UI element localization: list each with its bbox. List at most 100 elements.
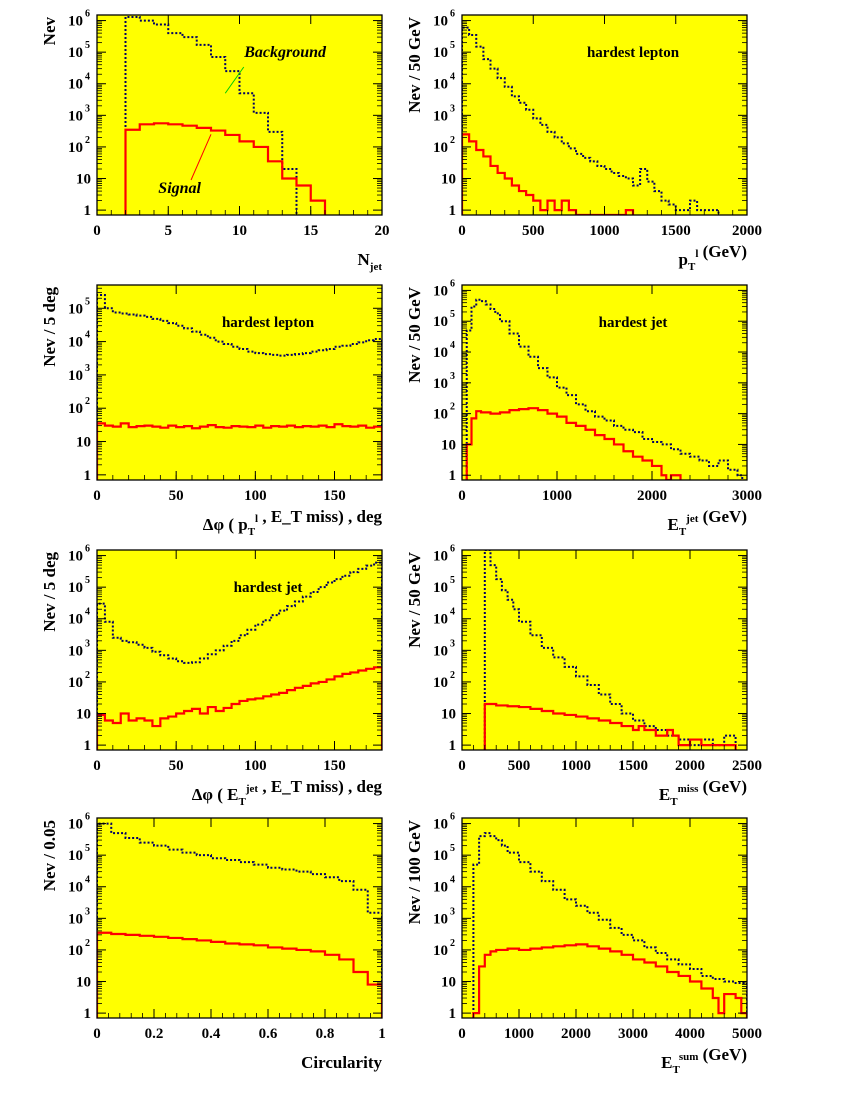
- x-axis-label: ETsum (GeV): [661, 1045, 747, 1076]
- y-tick-label: 10: [68, 943, 83, 959]
- panel-title: hardest jet: [599, 315, 668, 331]
- x-tick-label: 0: [93, 488, 101, 504]
- x-axis-label-xlabel-sub: T: [248, 526, 256, 538]
- x-tick-label: 0: [93, 223, 101, 239]
- plot-area: [97, 15, 382, 215]
- y-tick-exponent: 6: [450, 9, 455, 20]
- x-axis-label: ETjet (GeV): [667, 507, 747, 538]
- y-tick-label: 10: [68, 14, 83, 30]
- x-tick-label: 4000: [675, 1026, 705, 1042]
- y-tick-label: 10: [68, 675, 83, 691]
- y-tick-label: 10: [433, 675, 448, 691]
- x-axis-label-xlabel-sup: l: [695, 248, 698, 260]
- series-group: [472, 832, 747, 1018]
- y-tick-label: 10: [76, 435, 91, 451]
- x-axis-label-xlabel-sup: jet: [245, 783, 259, 795]
- y-tick-label: 10: [68, 848, 83, 864]
- x-tick-label: 0: [458, 1026, 466, 1042]
- series-signal-dphi_jet: [97, 666, 382, 750]
- x-axis-label-xlabel-sub: T: [239, 796, 247, 808]
- y-tick-exponent: 5: [450, 309, 455, 320]
- y-tick-exponent: 4: [450, 875, 455, 886]
- y-tick-exponent: 2: [85, 938, 90, 949]
- x-axis-label-xlabel-sup: miss: [678, 783, 700, 795]
- x-tick-label: 2500: [732, 758, 762, 774]
- y-tick-label: 10: [68, 549, 83, 565]
- y-tick-exponent: 3: [450, 371, 455, 382]
- y-tick-label: 10: [433, 140, 448, 156]
- x-axis-label-xlabel-sub: jet: [369, 261, 383, 273]
- y-tick-exponent: 5: [85, 843, 90, 854]
- y-tick-exponent: 4: [85, 875, 90, 886]
- x-axis-label-xlabel: E: [659, 785, 670, 804]
- y-tick-label: 10: [68, 643, 83, 659]
- y-tick-exponent: 5: [85, 40, 90, 51]
- series-background-circ: [97, 822, 382, 1018]
- x-tick-label: 0: [458, 758, 466, 774]
- x-axis-label-xlabel-tail: (GeV): [698, 507, 747, 526]
- x-axis-label-xlabel-tail: , E_T miss) , deg: [258, 777, 382, 796]
- x-axis-label: Circularity: [301, 1053, 382, 1072]
- x-tick-label: 0: [93, 758, 101, 774]
- x-axis-label-xlabel: N: [358, 250, 371, 269]
- x-axis-label-xlabel-tail: (GeV): [698, 777, 747, 796]
- y-tick-exponent: 2: [450, 670, 455, 681]
- x-axis-label-xlabel-tail: (GeV): [698, 1045, 747, 1064]
- y-tick-label: 10: [433, 880, 448, 896]
- x-tick-label: 50: [169, 488, 184, 504]
- y-tick-exponent: 3: [450, 638, 455, 649]
- y-axis-label: Nev / 50 GeV: [405, 551, 424, 648]
- y-tick-label: 10: [433, 283, 448, 299]
- y-axis-label: Nev / 5 deg: [40, 287, 59, 367]
- y-tick-label: 10: [68, 880, 83, 896]
- x-tick-label: 0.6: [259, 1026, 278, 1042]
- x-tick-label: 0.2: [145, 1026, 164, 1042]
- y-tick-label: 10: [433, 376, 448, 392]
- x-axis-label-xlabel-sub: T: [670, 796, 678, 808]
- y-tick-label: 10: [433, 108, 448, 124]
- series-signal-njet: [124, 122, 327, 215]
- y-tick-exponent: 4: [85, 72, 90, 83]
- y-tick-exponent: 6: [450, 278, 455, 289]
- x-tick-label: 2000: [732, 223, 762, 239]
- series-background-dphi_jet: [97, 561, 382, 750]
- y-tick-label: 10: [433, 612, 448, 628]
- x-tick-label: 1500: [618, 758, 648, 774]
- y-tick-label: 10: [433, 14, 448, 30]
- series-signal-etjet: [465, 407, 682, 480]
- panel-title: hardest lepton: [222, 315, 315, 331]
- y-tick-label: 1: [84, 203, 92, 219]
- y-tick-label: 10: [433, 911, 448, 927]
- x-tick-label: 500: [508, 758, 531, 774]
- series-background-dphi_lep: [97, 294, 382, 480]
- y-tick-label: 10: [433, 848, 448, 864]
- y-axis-label: Nev / 50 GeV: [405, 16, 424, 113]
- background-arrow: [224, 66, 245, 94]
- x-tick-label: 100: [244, 488, 267, 504]
- panel-title: hardest jet: [234, 580, 303, 596]
- y-tick-exponent: 5: [450, 40, 455, 51]
- y-tick-exponent: 3: [85, 638, 90, 649]
- x-axis-label-xlabel-sup: jet: [685, 513, 699, 525]
- y-tick-exponent: 2: [450, 135, 455, 146]
- x-axis-label-xlabel-sub: T: [672, 1064, 680, 1076]
- x-tick-label: 0: [458, 488, 466, 504]
- series-group: [465, 298, 744, 480]
- x-axis-label: Njet: [358, 250, 383, 273]
- y-tick-exponent: 6: [85, 9, 90, 20]
- x-tick-label: 5: [165, 223, 173, 239]
- y-tick-exponent: 4: [450, 607, 455, 618]
- x-tick-label: 1000: [504, 1026, 534, 1042]
- y-tick-exponent: 2: [85, 135, 90, 146]
- y-tick-label: 10: [76, 707, 91, 723]
- x-tick-label: 2000: [675, 758, 705, 774]
- y-tick-label: 10: [433, 314, 448, 330]
- x-tick-label: 150: [323, 488, 346, 504]
- x-tick-label: 10: [232, 223, 247, 239]
- y-tick-label: 10: [433, 345, 448, 361]
